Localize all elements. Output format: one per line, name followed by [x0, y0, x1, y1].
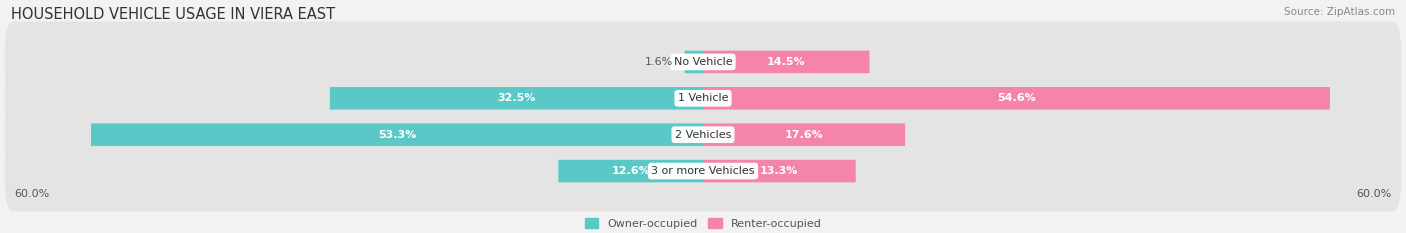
- Text: 54.6%: 54.6%: [997, 93, 1036, 103]
- FancyBboxPatch shape: [4, 22, 1402, 102]
- Text: 60.0%: 60.0%: [14, 189, 49, 199]
- FancyBboxPatch shape: [703, 51, 869, 73]
- Text: 13.3%: 13.3%: [761, 166, 799, 176]
- FancyBboxPatch shape: [558, 160, 703, 182]
- FancyBboxPatch shape: [4, 58, 1402, 139]
- FancyBboxPatch shape: [703, 87, 1330, 110]
- FancyBboxPatch shape: [91, 123, 703, 146]
- FancyBboxPatch shape: [703, 160, 856, 182]
- Text: 60.0%: 60.0%: [1357, 189, 1392, 199]
- Text: 14.5%: 14.5%: [766, 57, 806, 67]
- FancyBboxPatch shape: [4, 131, 1402, 211]
- Text: 1 Vehicle: 1 Vehicle: [678, 93, 728, 103]
- FancyBboxPatch shape: [330, 87, 703, 110]
- Text: 53.3%: 53.3%: [378, 130, 416, 140]
- Text: 2 Vehicles: 2 Vehicles: [675, 130, 731, 140]
- FancyBboxPatch shape: [703, 123, 905, 146]
- Text: 32.5%: 32.5%: [498, 93, 536, 103]
- Text: No Vehicle: No Vehicle: [673, 57, 733, 67]
- Text: Source: ZipAtlas.com: Source: ZipAtlas.com: [1284, 7, 1395, 17]
- Text: HOUSEHOLD VEHICLE USAGE IN VIERA EAST: HOUSEHOLD VEHICLE USAGE IN VIERA EAST: [11, 7, 336, 22]
- Text: 17.6%: 17.6%: [785, 130, 824, 140]
- Legend: Owner-occupied, Renter-occupied: Owner-occupied, Renter-occupied: [581, 214, 825, 233]
- Text: 1.6%: 1.6%: [645, 57, 673, 67]
- Text: 3 or more Vehicles: 3 or more Vehicles: [651, 166, 755, 176]
- FancyBboxPatch shape: [4, 94, 1402, 175]
- Text: 12.6%: 12.6%: [612, 166, 650, 176]
- FancyBboxPatch shape: [685, 51, 703, 73]
